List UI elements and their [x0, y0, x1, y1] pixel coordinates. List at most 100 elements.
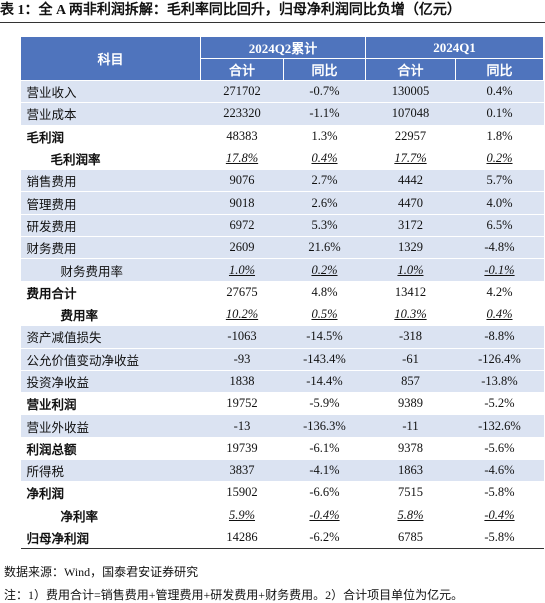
data-table: 科目 2024Q2累计 2024Q1 合计 同比 合计 同比 营业收入 27170… — [20, 36, 544, 550]
row-label: 研发费用 — [20, 214, 201, 238]
value-cell: -132.6% — [455, 414, 544, 438]
cell-text: -0.4% — [309, 507, 340, 522]
value-cell: -13 — [200, 414, 284, 438]
cell-text: 1863 — [398, 463, 423, 478]
value-cell: 4442 — [365, 169, 456, 193]
value-cell: 4.2% — [455, 281, 544, 304]
value-cell: 1.8% — [455, 125, 544, 148]
row-label: 公允价值变动净收益 — [20, 348, 201, 371]
cell-text: 17.8% — [225, 151, 259, 166]
value-cell: 0.4% — [283, 147, 366, 171]
value-cell: 9018 — [200, 191, 284, 215]
value-cell: 130005 — [365, 80, 456, 104]
cell-text: 21.6% — [308, 240, 341, 255]
cell-text: -132.6% — [478, 418, 521, 433]
cell-text: -6.2% — [309, 530, 340, 545]
cell-text: -4.1% — [309, 463, 340, 478]
value-cell: -0.1% — [455, 258, 544, 282]
value-cell: 223320 — [200, 102, 284, 126]
value-cell: 15902 — [200, 481, 284, 505]
row-label: 财务费用 — [20, 236, 201, 260]
cell-text: 4.8% — [311, 284, 338, 299]
value-cell: 10.3% — [365, 303, 456, 327]
value-cell: -4.8% — [455, 236, 544, 260]
cell-text: 17.7% — [394, 151, 427, 166]
row-label: 投资净收益 — [20, 370, 201, 394]
cell-text: 10.3% — [394, 307, 427, 322]
value-cell: -318 — [365, 325, 456, 349]
value-cell: 2609 — [200, 236, 284, 260]
value-cell: -8.8% — [455, 325, 544, 349]
cell-text: 5.9% — [228, 507, 256, 522]
row-label: 净利润 — [20, 481, 201, 505]
cell-text: 1329 — [398, 240, 423, 255]
cell-text: 4442 — [398, 173, 423, 188]
cell-text: -61 — [402, 351, 419, 366]
value-cell: 5.3% — [283, 214, 366, 238]
value-cell: -5.9% — [283, 392, 366, 416]
table-row: 销售费用 9076 2.7% 4442 5.7% — [20, 169, 544, 193]
row-label: 管理费用 — [20, 191, 201, 215]
cell-text: 1.0% — [397, 262, 424, 277]
table-row: 所得税 3837 -4.1% 1863 -4.6% — [20, 459, 544, 483]
cell-text: 3837 — [229, 463, 255, 478]
header-cell: 科目 — [20, 36, 201, 81]
cell-text: 5.8% — [397, 507, 424, 522]
value-cell: -1.1% — [283, 102, 366, 126]
cell-text: -0.7% — [309, 84, 340, 99]
value-cell: 19739 — [200, 437, 284, 461]
cell-text: 5.3% — [311, 217, 338, 232]
header-cell: 合计 — [365, 58, 456, 81]
cell-text: 4470 — [398, 195, 423, 210]
value-cell: 7515 — [365, 481, 456, 505]
cell-text: 0.4% — [311, 151, 338, 166]
cell-text: 19752 — [226, 396, 258, 411]
value-cell: 6972 — [200, 214, 284, 238]
row-label: 毛利润率 — [20, 147, 201, 171]
value-cell: 3837 — [200, 459, 284, 483]
value-cell: 0.4% — [455, 80, 544, 104]
cell-text: -8.8% — [484, 329, 515, 344]
row-label: 营业成本 — [20, 102, 201, 126]
table-row: 营业成本 223320 -1.1% 107048 0.1% — [20, 102, 544, 126]
cell-text: -126.4% — [478, 351, 521, 366]
header-cell: 2024Q1 — [365, 36, 544, 59]
table-row: 费用率 10.2% 0.5% 10.3% 0.4% — [20, 303, 544, 327]
value-cell: 5.9% — [200, 504, 284, 527]
value-cell: 14286 — [200, 526, 284, 550]
row-label: 费用率 — [20, 303, 201, 327]
table-row: 财务费用 2609 21.6% 1329 -4.8% — [20, 236, 544, 260]
cell-text: 223320 — [223, 106, 261, 121]
cell-text: -0.4% — [484, 507, 515, 522]
value-cell: 1.0% — [200, 258, 284, 282]
value-cell: -14.4% — [283, 370, 366, 394]
value-cell: -5.2% — [455, 392, 544, 416]
cell-text: 13412 — [394, 284, 427, 299]
cell-text: 9389 — [398, 396, 423, 411]
cell-text: 3172 — [398, 217, 423, 232]
cell-text: 48383 — [226, 128, 258, 143]
value-cell: 2.7% — [283, 169, 366, 193]
value-cell: -6.1% — [283, 437, 366, 461]
row-label: 费用合计 — [20, 281, 201, 304]
value-cell: -4.1% — [283, 459, 366, 483]
cell-text: 0.4% — [486, 307, 513, 322]
cell-text: -0.1% — [484, 262, 515, 277]
value-cell: -93 — [200, 348, 284, 371]
cell-text: 1.3% — [311, 128, 338, 143]
cell-text: -6.6% — [309, 485, 340, 500]
table-row: 公允价值变动净收益 -93 -143.4% -61 -126.4% — [20, 348, 544, 371]
value-cell: 10.2% — [200, 303, 284, 327]
value-cell: 27675 — [200, 281, 284, 304]
cell-text: -5.6% — [484, 440, 515, 455]
table-row: 归母净利润 14286 -6.2% 6785 -5.8% — [20, 526, 544, 550]
value-cell: 1.3% — [283, 125, 366, 148]
cell-text: 4.2% — [486, 284, 513, 299]
cell-text: -5.8% — [484, 485, 515, 500]
value-cell: -5.8% — [455, 526, 544, 550]
value-cell: -0.4% — [283, 504, 366, 527]
value-cell: -11 — [365, 414, 456, 438]
cell-text: 6972 — [229, 217, 255, 232]
value-cell: -0.4% — [455, 504, 544, 527]
cell-text: 10.2% — [225, 307, 259, 322]
